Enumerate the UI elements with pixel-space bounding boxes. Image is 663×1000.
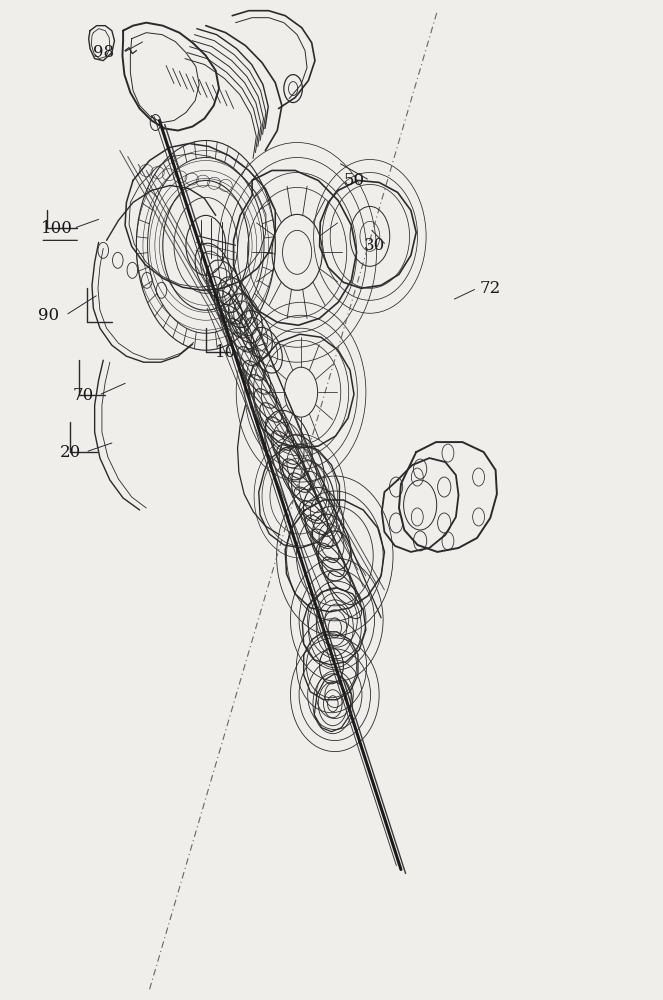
Text: 20: 20: [60, 444, 81, 461]
Text: 30: 30: [364, 237, 385, 254]
Text: 10: 10: [215, 344, 236, 361]
Text: 72: 72: [479, 280, 501, 297]
Text: 70: 70: [73, 387, 94, 404]
Text: 98: 98: [93, 44, 114, 61]
Text: 90: 90: [38, 307, 59, 324]
Text: 50: 50: [344, 172, 365, 189]
Text: 100: 100: [41, 220, 73, 237]
